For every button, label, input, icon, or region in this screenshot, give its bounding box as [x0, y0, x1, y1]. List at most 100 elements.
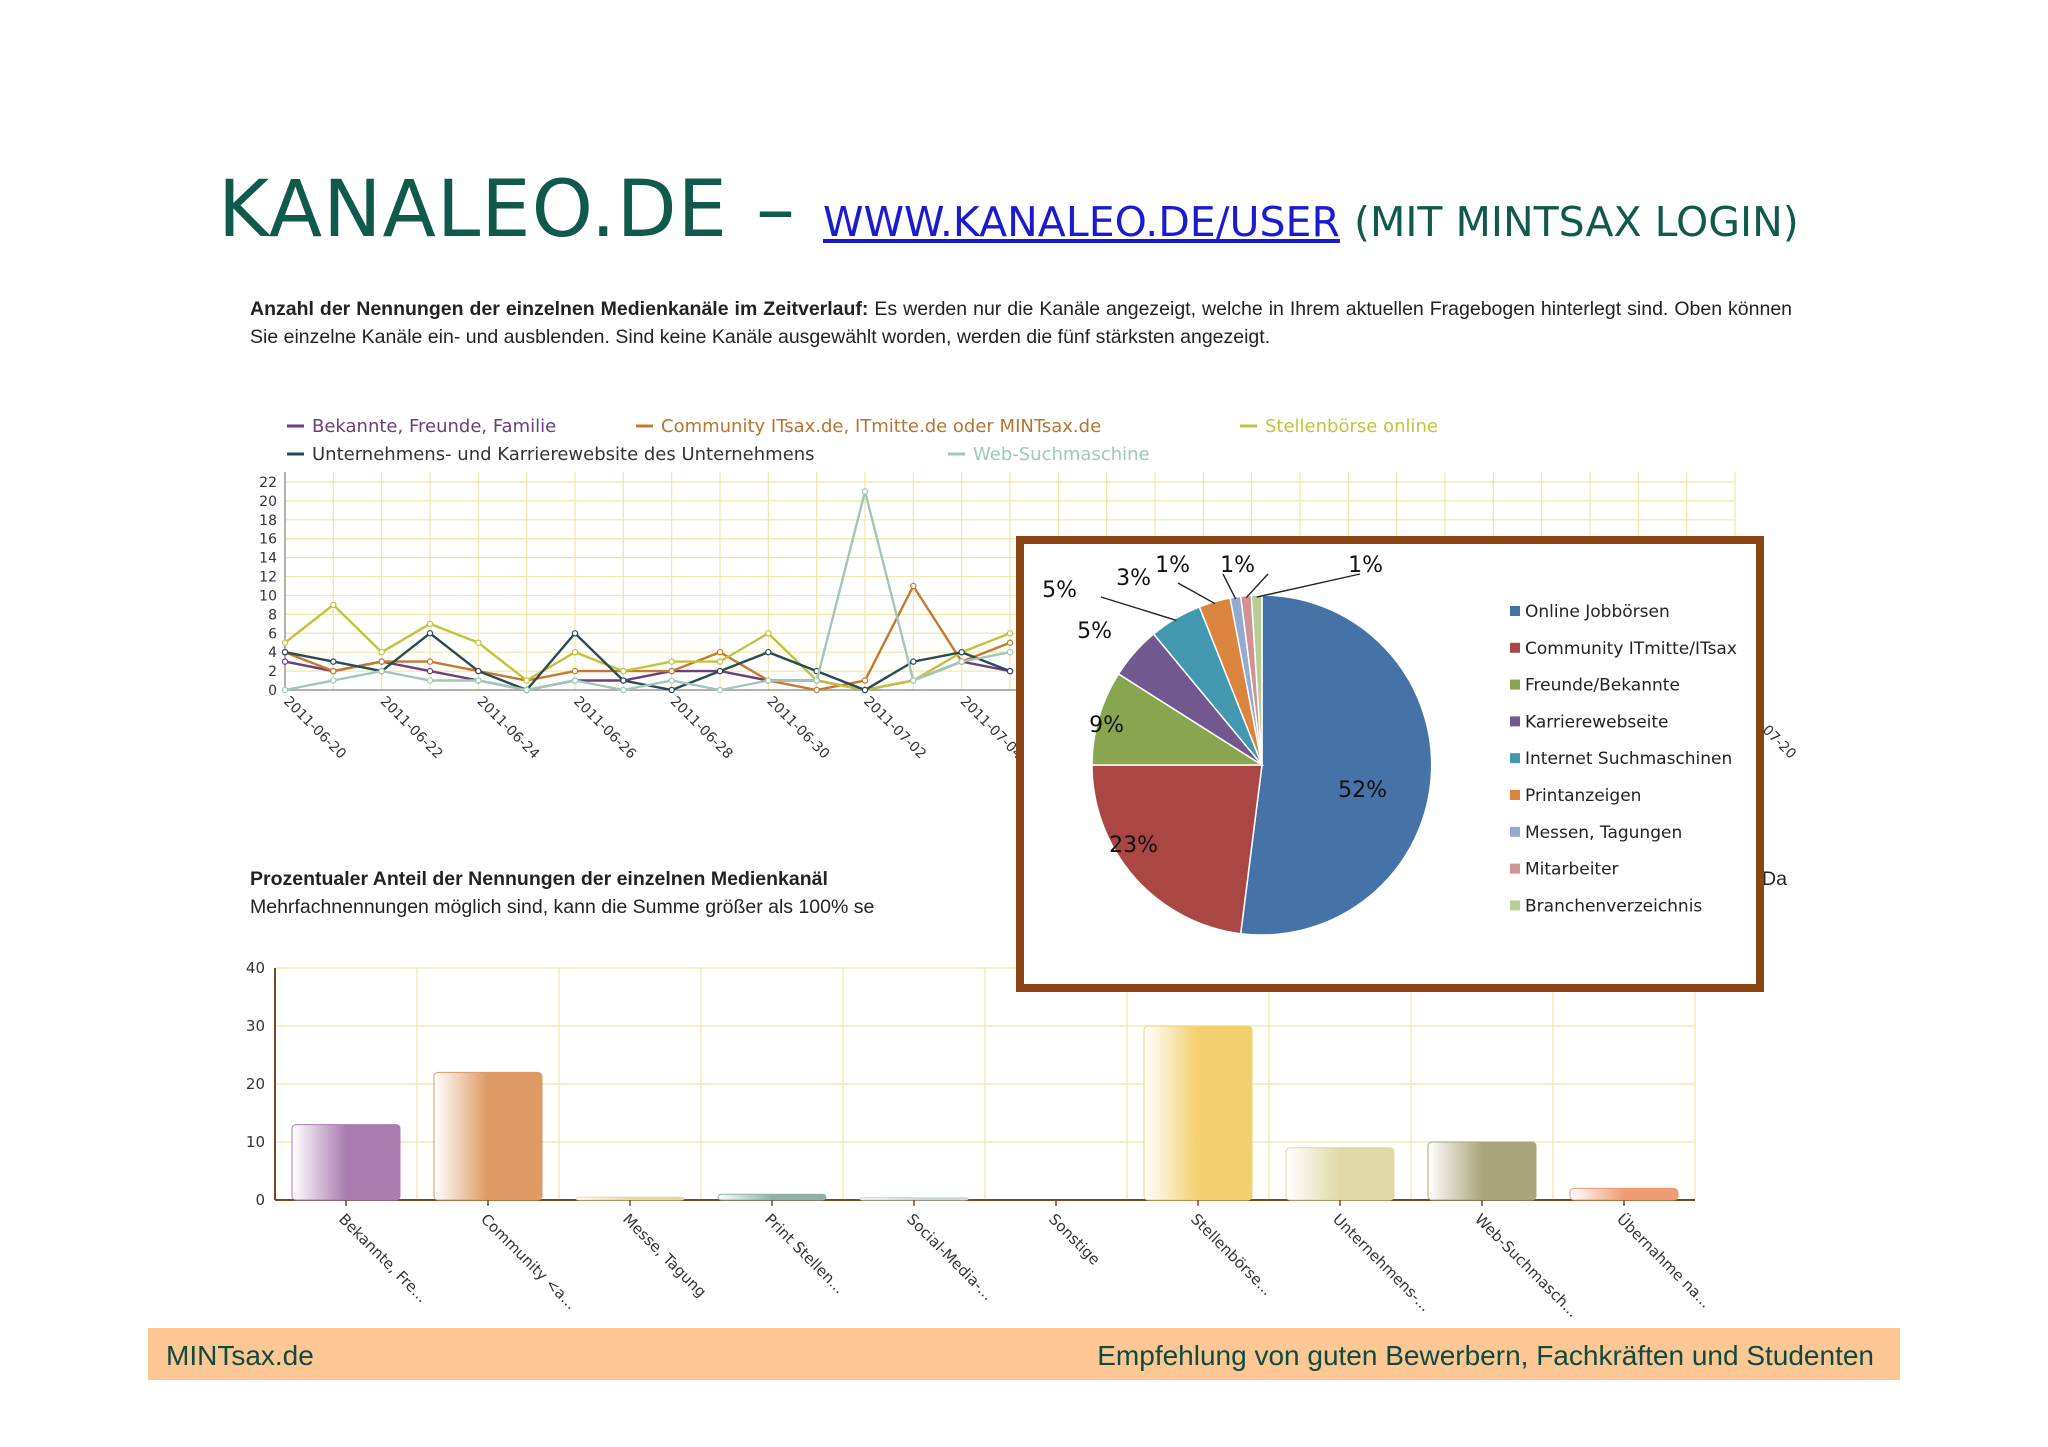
- line-y-tick-label: 14: [259, 551, 277, 567]
- bar-y-tick-label: 10: [246, 1133, 265, 1151]
- line-point: [765, 677, 772, 684]
- line-y-tick-label: 18: [259, 513, 277, 529]
- pie-legend-label: Branchenverzeichnis: [1525, 896, 1702, 916]
- title-main: KANALEO.DE: [218, 165, 728, 255]
- line-point: [1006, 630, 1014, 637]
- bar-y-tick-label: 20: [246, 1075, 265, 1093]
- line-point: [668, 658, 675, 665]
- line-point: [426, 630, 434, 637]
- line-point: [426, 667, 434, 675]
- line-point: [523, 686, 530, 694]
- line-point: [330, 667, 337, 675]
- pie-legend-label: Community ITmitte/ITsax: [1525, 639, 1737, 659]
- pie-legend-label: Printanzeigen: [1525, 786, 1641, 806]
- line-y-tick-label: 16: [259, 532, 277, 548]
- title-separator: –: [755, 165, 795, 255]
- line-point: [620, 677, 627, 684]
- line-legend-label: Stellenbörse online: [1265, 416, 1438, 437]
- line-point: [1006, 639, 1014, 646]
- line-point: [571, 648, 579, 656]
- pie-leader-line: [1177, 582, 1216, 605]
- line-point: [958, 658, 965, 665]
- line-point: [861, 677, 869, 684]
- pie-data-label: 23%: [1109, 833, 1158, 858]
- line-point: [281, 686, 289, 694]
- pie-data-label: 3%: [1116, 566, 1151, 591]
- pie-legend-label: Messen, Tagungen: [1525, 823, 1682, 843]
- line-chart-description: Anzahl der Nennungen der einzelnen Medie…: [250, 295, 1792, 351]
- bar-y-tick-label: 40: [246, 959, 265, 977]
- line-point: [910, 658, 917, 665]
- line-point: [813, 686, 820, 694]
- pie-data-label: 9%: [1089, 713, 1124, 738]
- line-y-tick-label: 10: [259, 588, 277, 604]
- title-paren: (MIT MINTSAX LOGIN): [1353, 198, 1799, 246]
- line-point: [330, 658, 337, 665]
- pie-data-label: 5%: [1042, 578, 1077, 603]
- line-point: [330, 677, 337, 684]
- bar-chart-text: Mehrfachnennungen möglich sind, kann die…: [250, 896, 875, 918]
- line-point: [716, 667, 724, 675]
- pie-data-label: 1%: [1155, 553, 1190, 578]
- pie-data-label: 52%: [1338, 778, 1387, 803]
- line-point: [475, 677, 482, 684]
- pie-slice: [1091, 764, 1263, 935]
- pie-slice: [1250, 594, 1263, 766]
- line-point: [426, 658, 434, 665]
- pie-legend-swatch: [1510, 679, 1520, 690]
- pie-slice: [1091, 672, 1265, 766]
- pie-data-label: 1%: [1348, 553, 1383, 578]
- line-legend-label: Community ITsax.de, ITmitte.de oder MINT…: [661, 416, 1101, 437]
- line-point: [716, 658, 724, 665]
- line-point: [426, 677, 434, 684]
- pie-legend-swatch: [1510, 716, 1520, 727]
- line-point: [378, 648, 385, 656]
- pie-legend-label: Freunde/Bekannte: [1525, 676, 1680, 696]
- line-point: [378, 658, 385, 665]
- line-point: [475, 639, 482, 646]
- pie-legend-swatch: [1510, 790, 1520, 800]
- line-point: [620, 667, 627, 675]
- pie-legend-swatch: [1510, 826, 1520, 837]
- line-point: [910, 677, 917, 684]
- line-y-tick-label: 8: [268, 607, 277, 623]
- pie-data-label: 5%: [1077, 619, 1112, 644]
- line-point: [861, 488, 869, 495]
- line-point: [958, 648, 965, 656]
- line-legend-label: Unternehmens- und Karrierewebsite des Un…: [312, 444, 815, 465]
- line-y-tick-label: 22: [259, 475, 277, 491]
- pie-data-label: 1%: [1220, 553, 1255, 578]
- line-legend-label: Web-Suchmaschine: [973, 444, 1150, 465]
- line-point: [765, 630, 772, 637]
- line-point: [716, 648, 724, 656]
- line-point: [281, 648, 289, 656]
- pie-leader-line: [1245, 573, 1269, 599]
- line-point: [281, 639, 289, 646]
- pie-legend-label: Karrierewebseite: [1525, 712, 1669, 732]
- title-link[interactable]: WWW.KANALEO.DE/USER: [822, 198, 1340, 246]
- pie-legend-label: Internet Suchmaschinen: [1525, 749, 1732, 769]
- line-point: [668, 667, 675, 675]
- bar-chart-heading: Prozentualer Anteil der Nennungen der ei…: [250, 868, 828, 890]
- line-point: [668, 677, 675, 684]
- pie-slice: [1239, 594, 1433, 936]
- line-point: [813, 677, 820, 684]
- pie-legend-swatch: [1510, 606, 1520, 616]
- line-point: [910, 582, 917, 590]
- line-point: [571, 630, 579, 637]
- line-y-tick-label: 6: [268, 626, 277, 642]
- line-point: [1006, 648, 1014, 656]
- bar-chart-text-tail: Da: [1762, 868, 1787, 890]
- line-point: [1006, 667, 1014, 675]
- line-chart-heading: Anzahl der Nennungen der einzelnen Medie…: [250, 298, 869, 320]
- page-title: KANALEO.DE – WWW.KANALEO.DE/USER (MIT MINTS…: [218, 165, 1799, 255]
- pie-leader-line: [1256, 573, 1361, 598]
- line-chart-text: Es werden nur die Kanäle angezeigt, welc…: [250, 298, 1793, 348]
- line-y-tick-label: 20: [259, 494, 277, 510]
- line-point: [523, 677, 530, 684]
- line-y-tick-label: 12: [259, 570, 277, 586]
- line-point: [330, 601, 337, 609]
- bar-y-tick-label: 30: [246, 1017, 265, 1035]
